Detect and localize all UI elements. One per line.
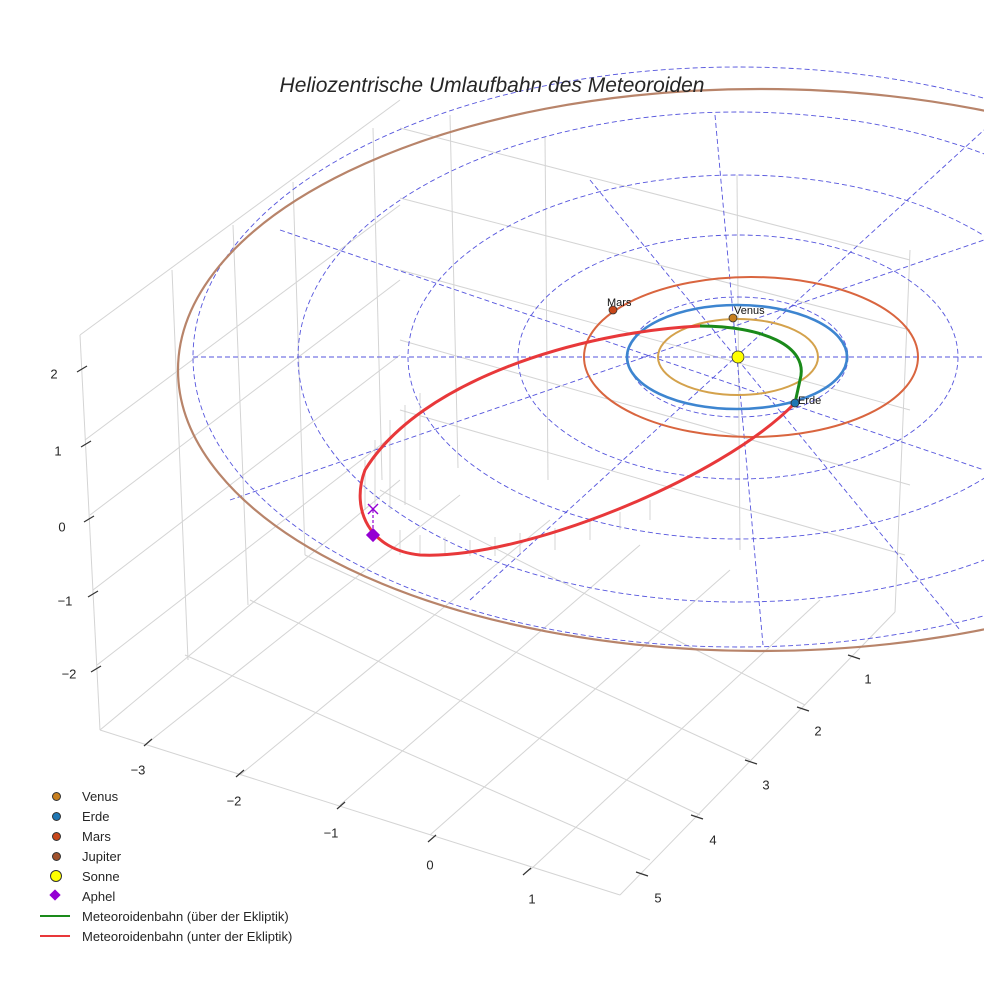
y-tick-label: 2	[814, 723, 822, 739]
y-tick-label: 4	[709, 832, 717, 848]
legend-label: Aphel	[82, 888, 116, 904]
y-tick-label: 5	[654, 890, 662, 906]
red-line-icon	[40, 935, 70, 937]
z-tick-label: −1	[57, 593, 73, 609]
erde-label: Erde	[798, 395, 822, 407]
erde-orbit	[625, 303, 849, 411]
legend-item-venus[interactable]: Venus	[36, 786, 292, 806]
z-tick-label: 0	[58, 519, 66, 535]
jupiter-dot-icon	[52, 852, 61, 861]
green-line-icon	[40, 915, 70, 917]
jupiter-orbit	[177, 87, 984, 653]
legend-item-aphel[interactable]: Aphel	[36, 886, 292, 906]
sonne-dot-icon	[50, 870, 62, 882]
z-tick-label: 1	[54, 443, 62, 459]
x-tick-label: 1	[528, 891, 536, 907]
erde-marker[interactable]	[790, 398, 800, 408]
x-tick-label: −2	[226, 793, 242, 809]
meteoroid-orbit-above	[699, 324, 803, 404]
ecliptic-polar-grid	[192, 66, 984, 648]
x-tick-label: −1	[323, 825, 339, 841]
legend-item-erde[interactable]: Erde	[36, 806, 292, 826]
mars-label: Mars	[607, 297, 632, 309]
venus-label: Venus	[734, 305, 765, 317]
mars-marker[interactable]	[608, 305, 618, 315]
erde-dot-icon	[52, 812, 61, 821]
aphel-diamond-icon	[49, 889, 61, 901]
mars-dot-icon	[52, 832, 61, 841]
legend-item-mars[interactable]: Mars	[36, 826, 292, 846]
venus-dot-icon	[52, 792, 61, 801]
meteoroid-orbit-below	[358, 324, 797, 557]
axis-tick-marks	[76, 365, 861, 877]
chart-title: Heliozentrische Umlaufbahn des Meteoroid…	[279, 74, 705, 97]
legend-label: Meteoroidenbahn (über der Ekliptik)	[82, 908, 289, 924]
venus-marker[interactable]	[728, 313, 738, 323]
mars-orbit	[583, 276, 919, 438]
legend-item-orbit-above[interactable]: Meteoroidenbahn (über der Ekliptik)	[36, 906, 292, 926]
y-tick-label: 1	[864, 671, 872, 687]
x-tick-label: −3	[130, 762, 146, 778]
y-tick-label: 3	[762, 777, 770, 793]
axis-box-grid	[79, 99, 911, 896]
sonne-marker[interactable]	[731, 350, 745, 364]
z-tick-label: 2	[50, 366, 58, 382]
aphel-marker[interactable]	[365, 527, 381, 543]
legend-item-jupiter[interactable]: Jupiter	[36, 846, 292, 866]
legend-label: Sonne	[82, 868, 120, 884]
legend: Venus Erde Mars Jupiter Sonne Aphel Mete…	[36, 786, 292, 946]
aphel-x-marker	[367, 503, 379, 515]
venus-orbit	[657, 318, 819, 396]
legend-label: Mars	[82, 828, 111, 844]
x-tick-label: 0	[426, 857, 434, 873]
legend-label: Erde	[82, 808, 110, 824]
z-tick-label: −2	[61, 666, 77, 682]
legend-label: Venus	[82, 788, 119, 804]
legend-item-orbit-below[interactable]: Meteoroidenbahn (unter der Ekliptik)	[36, 926, 292, 946]
legend-label: Jupiter	[82, 848, 122, 864]
legend-label: Meteoroidenbahn (unter der Ekliptik)	[82, 928, 293, 944]
legend-item-sonne[interactable]: Sonne	[36, 866, 292, 886]
